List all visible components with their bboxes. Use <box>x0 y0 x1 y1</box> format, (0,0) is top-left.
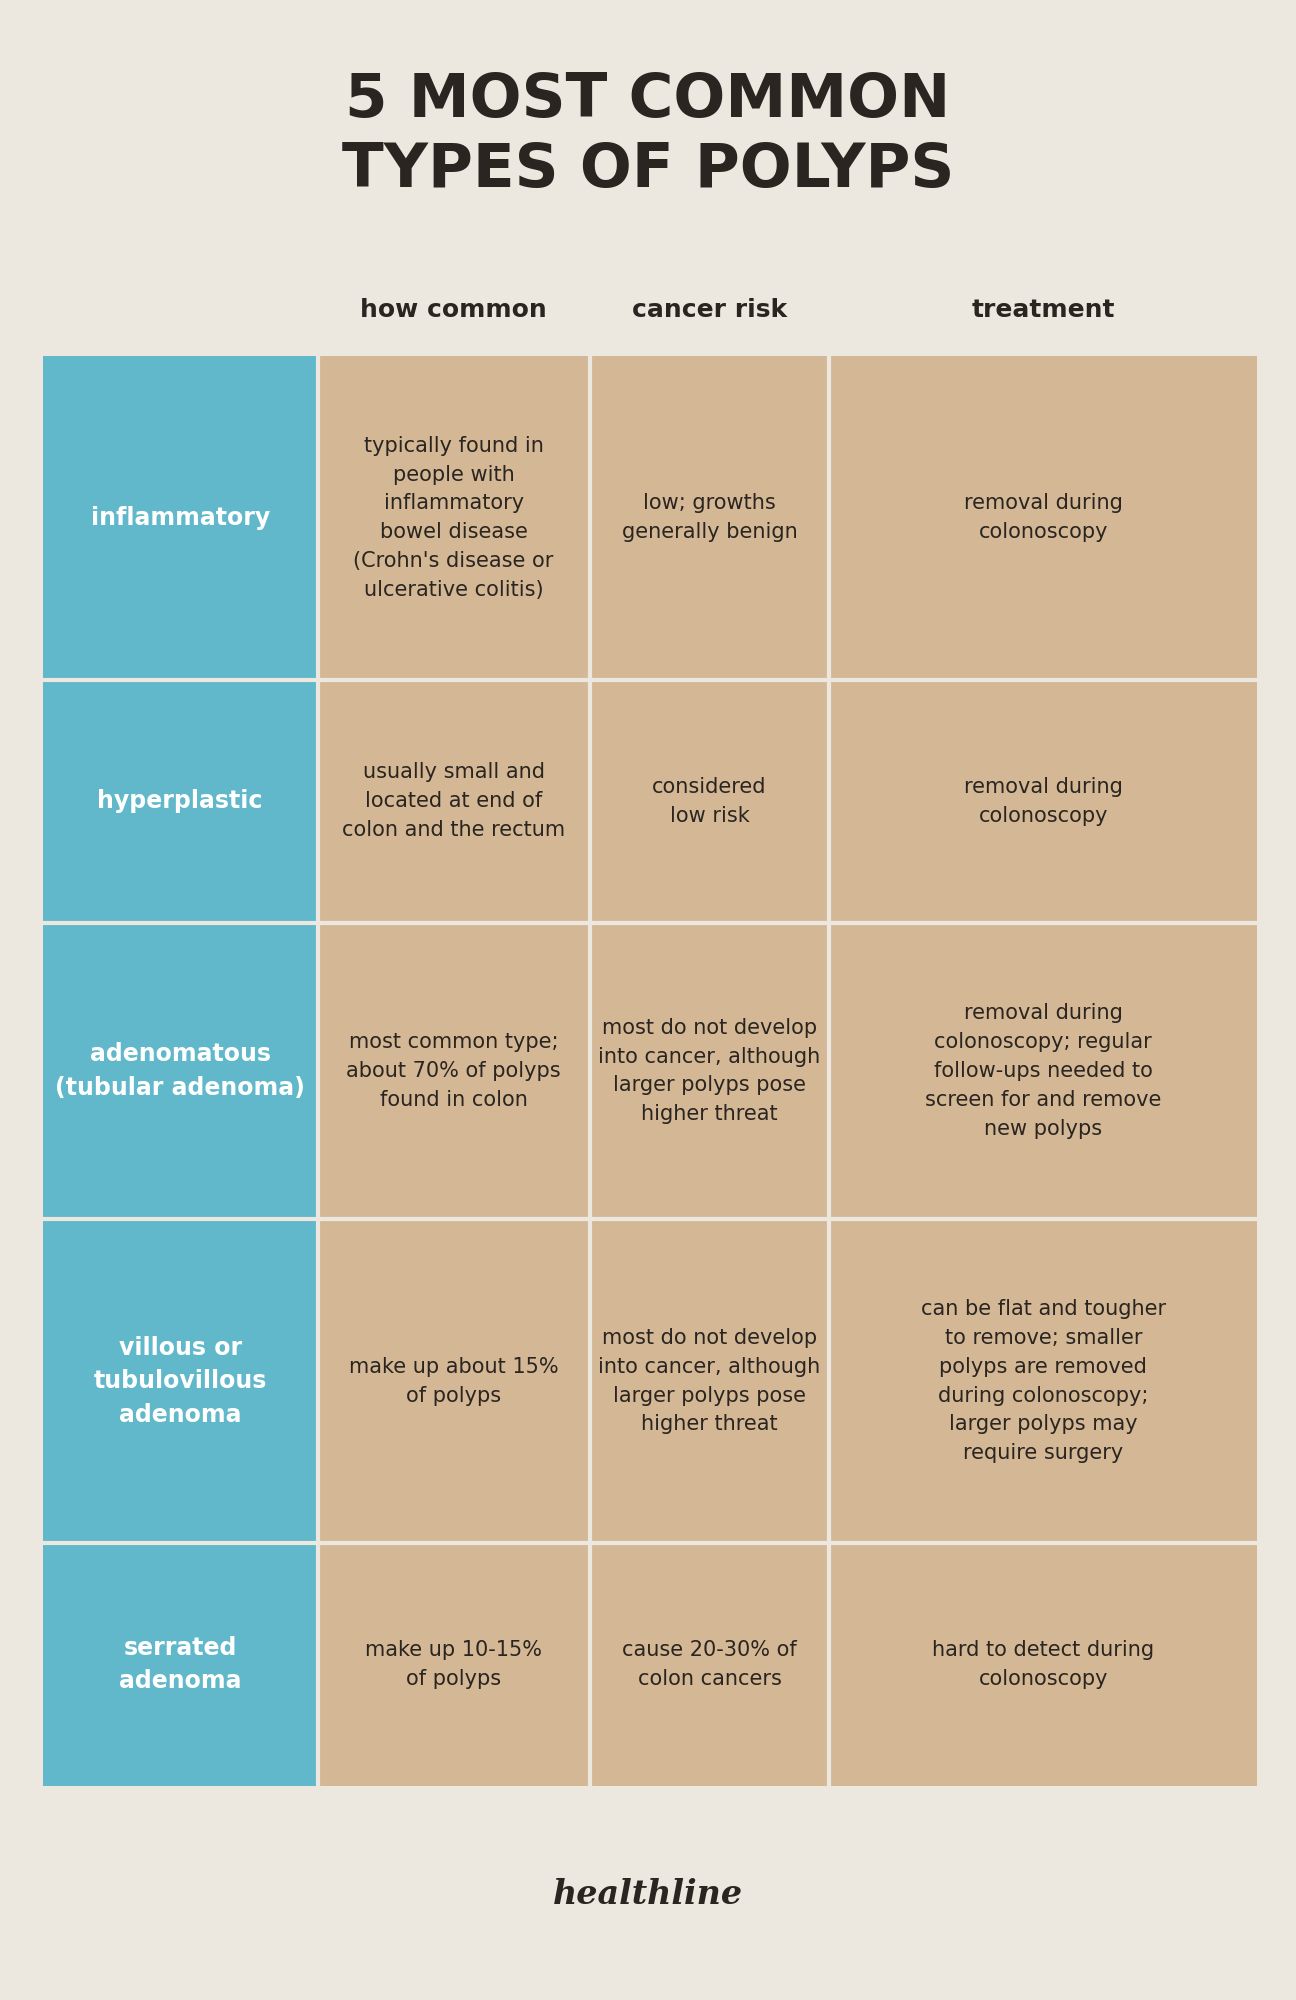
Bar <box>43 1544 318 1786</box>
Text: removal during
colonoscopy: removal during colonoscopy <box>964 494 1122 542</box>
Text: can be flat and tougher
to remove; smaller
polyps are removed
during colonoscopy: can be flat and tougher to remove; small… <box>920 1300 1166 1464</box>
Bar <box>590 1220 829 1544</box>
Bar <box>318 1544 590 1786</box>
Text: cancer risk: cancer risk <box>632 298 787 322</box>
Text: serrated
adenoma: serrated adenoma <box>119 1636 241 1694</box>
Text: adenomatous
(tubular adenoma): adenomatous (tubular adenoma) <box>56 1042 305 1100</box>
Bar <box>43 1220 318 1544</box>
Text: removal during
colonoscopy: removal during colonoscopy <box>964 776 1122 826</box>
Bar <box>590 922 829 1220</box>
Text: most do not develop
into cancer, although
larger polyps pose
higher threat: most do not develop into cancer, althoug… <box>599 1018 820 1124</box>
Bar <box>43 922 318 1220</box>
Text: typically found in
people with
inflammatory
bowel disease
(Crohn's disease or
ul: typically found in people with inflammat… <box>354 436 553 600</box>
Text: make up about 15%
of polyps: make up about 15% of polyps <box>349 1356 559 1406</box>
Bar <box>318 1220 590 1544</box>
Bar <box>590 680 829 922</box>
Text: low; growths
generally benign: low; growths generally benign <box>622 494 797 542</box>
Text: how common: how common <box>360 298 547 322</box>
Text: hyperplastic: hyperplastic <box>97 790 263 814</box>
Text: make up 10-15%
of polyps: make up 10-15% of polyps <box>365 1640 542 1688</box>
Bar <box>590 1544 829 1786</box>
Bar <box>829 922 1257 1220</box>
Bar <box>43 680 318 922</box>
Text: hard to detect during
colonoscopy: hard to detect during colonoscopy <box>932 1640 1155 1688</box>
Bar <box>829 680 1257 922</box>
Bar <box>318 356 590 680</box>
Text: usually small and
located at end of
colon and the rectum: usually small and located at end of colo… <box>342 762 565 840</box>
Text: healthline: healthline <box>553 1878 743 1910</box>
Bar <box>829 1544 1257 1786</box>
Text: most common type;
about 70% of polyps
found in colon: most common type; about 70% of polyps fo… <box>346 1032 561 1110</box>
Bar <box>318 680 590 922</box>
Text: treatment: treatment <box>972 298 1115 322</box>
Bar <box>318 922 590 1220</box>
Bar <box>829 1220 1257 1544</box>
Text: inflammatory: inflammatory <box>91 506 270 530</box>
Text: 5 MOST COMMON: 5 MOST COMMON <box>345 70 951 130</box>
Bar <box>590 356 829 680</box>
Text: villous or
tubulovillous
adenoma: villous or tubulovillous adenoma <box>93 1336 267 1426</box>
Text: most do not develop
into cancer, although
larger polyps pose
higher threat: most do not develop into cancer, althoug… <box>599 1328 820 1434</box>
Bar <box>829 356 1257 680</box>
Text: TYPES OF POLYPS: TYPES OF POLYPS <box>342 140 954 200</box>
Text: removal during
colonoscopy; regular
follow-ups needed to
screen for and remove
n: removal during colonoscopy; regular foll… <box>925 1004 1161 1138</box>
Text: cause 20-30% of
colon cancers: cause 20-30% of colon cancers <box>622 1640 797 1688</box>
Bar <box>43 356 318 680</box>
Text: considered
low risk: considered low risk <box>652 776 767 826</box>
